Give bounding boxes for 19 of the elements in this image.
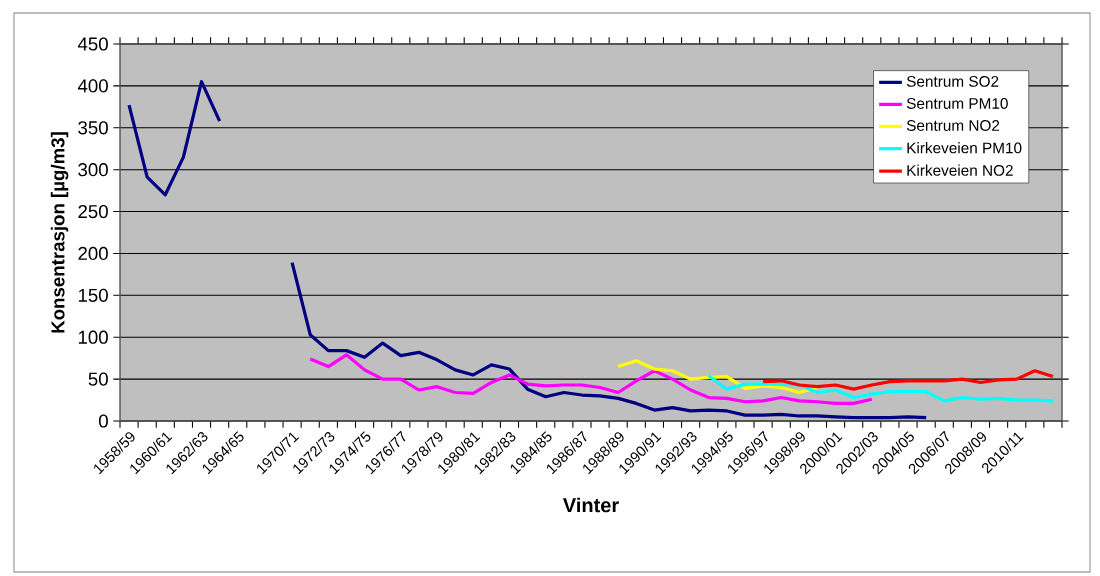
y-tick-label: 300 <box>78 163 108 177</box>
y-tick-label: 150 <box>78 288 108 302</box>
legend-label: Sentrum NO2 <box>906 120 1000 131</box>
y-tick-label: 400 <box>77 79 108 93</box>
legend-label: Sentrum PM10 <box>906 98 1008 109</box>
legend-label: Sentrum SO2 <box>906 76 999 87</box>
line-series <box>308 353 874 405</box>
y-tick-label: 450 <box>77 37 108 51</box>
y-tick-label: 100 <box>78 330 108 344</box>
y-tick-label: 350 <box>78 121 108 135</box>
y-tick-label: 250 <box>78 204 108 219</box>
y-axis-title: Konsentrasjon [µg/m3] <box>50 132 69 333</box>
y-tick-label: 50 <box>88 372 108 386</box>
legend-label: Kirkeveien NO2 <box>907 164 1013 176</box>
line-series <box>616 359 820 395</box>
y-tick-label: 0 <box>98 414 108 428</box>
y-tick-label: 200 <box>78 246 108 261</box>
legend-label: Kirkeveien PM10 <box>907 142 1022 154</box>
x-axis-title: Vinter <box>562 497 619 513</box>
